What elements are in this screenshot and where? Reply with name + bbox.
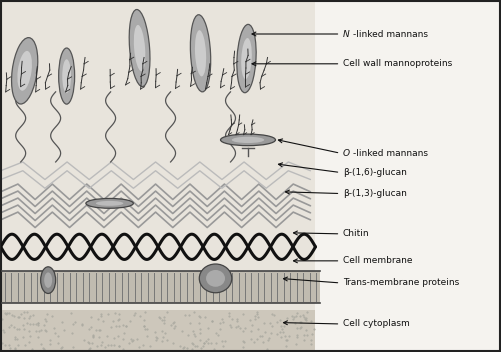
Ellipse shape bbox=[206, 270, 225, 287]
Text: Cell cytoplasm: Cell cytoplasm bbox=[343, 320, 410, 328]
Text: Chitin: Chitin bbox=[343, 230, 370, 238]
Ellipse shape bbox=[241, 38, 252, 79]
Text: O: O bbox=[343, 149, 350, 158]
Ellipse shape bbox=[220, 134, 276, 146]
Text: β-(1,6)-glucan: β-(1,6)-glucan bbox=[343, 168, 407, 177]
Ellipse shape bbox=[237, 24, 256, 93]
Ellipse shape bbox=[12, 38, 38, 104]
Ellipse shape bbox=[44, 272, 52, 288]
Bar bbox=[316, 1, 500, 351]
Text: N: N bbox=[343, 30, 350, 38]
Text: β-(1,3)-glucan: β-(1,3)-glucan bbox=[343, 189, 407, 198]
Ellipse shape bbox=[96, 201, 123, 206]
Bar bbox=[1, 271, 321, 303]
Text: -linked mannans: -linked mannans bbox=[353, 30, 428, 38]
Ellipse shape bbox=[134, 25, 145, 71]
Ellipse shape bbox=[18, 51, 32, 91]
Ellipse shape bbox=[190, 15, 211, 92]
Ellipse shape bbox=[232, 137, 264, 143]
Text: Cell wall mannoproteins: Cell wall mannoproteins bbox=[343, 59, 452, 68]
Ellipse shape bbox=[195, 30, 206, 76]
Text: Cell membrane: Cell membrane bbox=[343, 256, 412, 265]
Ellipse shape bbox=[62, 59, 71, 93]
Ellipse shape bbox=[59, 48, 75, 104]
Text: -linked mannans: -linked mannans bbox=[353, 149, 428, 158]
Ellipse shape bbox=[86, 199, 133, 208]
Ellipse shape bbox=[199, 264, 232, 293]
Bar bbox=[1, 310, 500, 351]
Text: Trans-membrane proteins: Trans-membrane proteins bbox=[343, 278, 459, 288]
Ellipse shape bbox=[129, 10, 150, 87]
Ellipse shape bbox=[41, 267, 56, 294]
